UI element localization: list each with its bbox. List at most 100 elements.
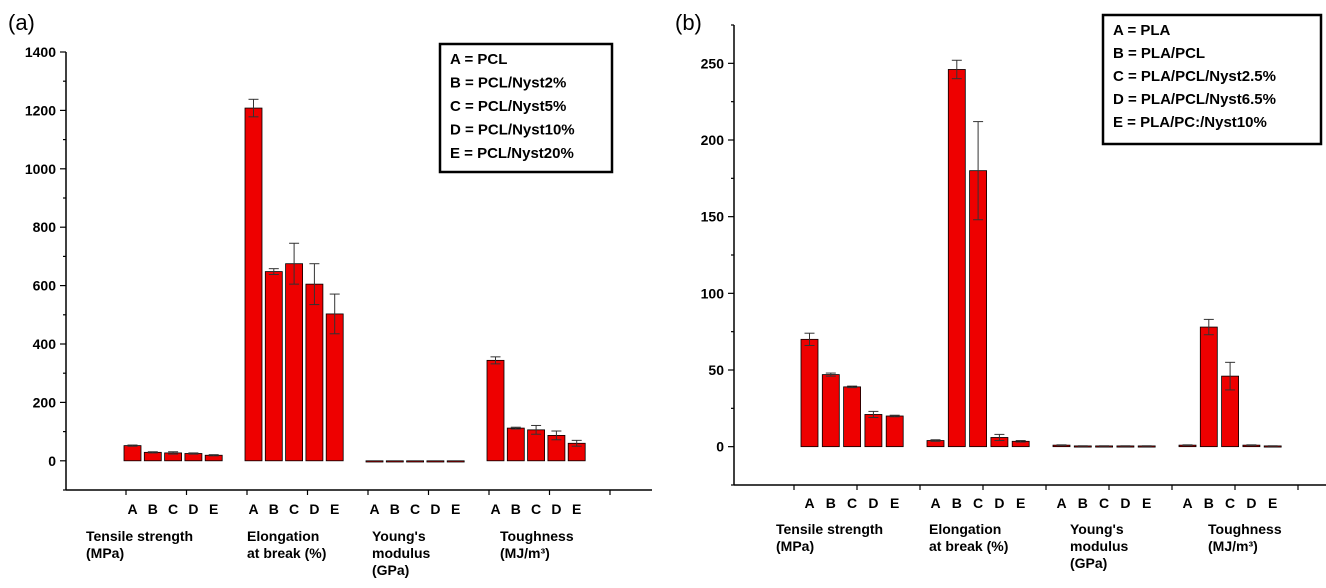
x-group-label: Toughness (MJ/m³) — [1208, 521, 1282, 554]
x-group-label-line: Tensile strength — [86, 528, 193, 544]
x-sublabel: A — [248, 501, 258, 517]
x-group-label-line: (MPa) — [776, 538, 814, 554]
bar — [285, 263, 304, 462]
x-sublabel: D — [1246, 495, 1256, 511]
x-sublabel: B — [1078, 495, 1088, 511]
x-sublabel: C — [289, 501, 299, 517]
legend-entry: A = PCL — [450, 51, 507, 68]
legend-entry: E = PLA/PC:/Nyst10% — [1113, 114, 1267, 131]
x-sublabel: D — [994, 495, 1004, 511]
x-group-label-line: (GPa) — [372, 562, 409, 578]
panel-label: (b) — [675, 10, 702, 35]
x-sublabel: D — [309, 501, 319, 517]
bar — [446, 460, 465, 463]
x-group-label: Elongation at break (%) — [247, 528, 326, 561]
x-sublabel: E — [890, 495, 899, 511]
x-sublabel: D — [430, 501, 440, 517]
bar — [365, 460, 384, 463]
x-group-label-line: Toughness — [500, 528, 574, 544]
x-sublabel: E — [1268, 495, 1277, 511]
x-sublabel: A — [369, 501, 379, 517]
legend-entry: C = PCL/Nyst5% — [450, 98, 566, 115]
bar — [406, 460, 425, 463]
x-group-label-line: (MJ/m³) — [500, 545, 550, 561]
x-group-label-line: (MJ/m³) — [1208, 538, 1258, 554]
x-group-label: Toughness (MJ/m³) — [500, 528, 574, 561]
x-sublabel: B — [952, 495, 962, 511]
x-sublabel: D — [1120, 495, 1130, 511]
bar — [123, 445, 142, 462]
x-sublabel: A — [127, 501, 137, 517]
x-group-label-line: (GPa) — [1070, 555, 1107, 571]
x-group-label-line: Young's — [1070, 521, 1124, 537]
x-group-label-line: Elongation — [929, 521, 1001, 537]
bar — [864, 414, 883, 448]
x-sublabel: A — [804, 495, 814, 511]
x-sublabel: B — [269, 501, 279, 517]
x-sublabel: B — [148, 501, 158, 517]
x-group-label: Tensile strength (MPa) — [776, 521, 883, 554]
x-sublabel: A — [1182, 495, 1192, 511]
x-group-label-line: Tensile strength — [776, 521, 883, 537]
y-tick-label: 200 — [701, 132, 725, 148]
bar — [800, 338, 819, 448]
x-sublabel: A — [490, 501, 500, 517]
x-sublabel: E — [451, 501, 460, 517]
y-tick-label: 400 — [33, 336, 57, 352]
x-sublabel: B — [390, 501, 400, 517]
x-group-label-line: at break (%) — [247, 545, 326, 561]
legend-entry: C = PLA/PCL/Nyst2.5% — [1113, 68, 1276, 85]
x-sublabel: E — [330, 501, 339, 517]
x-sublabel: A — [1056, 495, 1066, 511]
legend-box — [438, 42, 614, 174]
x-group-label: Young's modulus (GPa) — [1070, 521, 1129, 571]
x-group-label-line: at break (%) — [929, 538, 1008, 554]
x-group-label-line: Young's — [372, 528, 426, 544]
x-sublabel: C — [410, 501, 420, 517]
y-tick-label: 100 — [701, 285, 725, 301]
y-tick-label: 1400 — [25, 44, 56, 60]
x-sublabel: B — [826, 495, 836, 511]
x-group-label-line: modulus — [1070, 538, 1129, 554]
x-sublabel: B — [1204, 495, 1214, 511]
y-tick-label: 150 — [701, 209, 725, 225]
legend-entry: B = PLA/PCL — [1113, 45, 1205, 62]
legend-entry: D = PCL/Nyst10% — [450, 122, 575, 139]
x-group-label: Young's modulus (GPa) — [372, 528, 431, 578]
x-sublabel: C — [1099, 495, 1109, 511]
y-tick-label: 800 — [33, 219, 57, 235]
x-sublabel: D — [551, 501, 561, 517]
x-sublabel: D — [868, 495, 878, 511]
x-group-label-line: modulus — [372, 545, 431, 561]
bar — [184, 453, 203, 462]
bar — [821, 374, 840, 448]
panel-label: (a) — [8, 10, 35, 35]
legend-entry: D = PLA/PCL/Nyst6.5% — [1113, 91, 1276, 108]
x-sublabel: E — [1016, 495, 1025, 511]
y-tick-label: 200 — [33, 394, 57, 410]
legend-entry: E = PCL/Nyst20% — [450, 145, 574, 162]
y-tick-label: 1200 — [25, 102, 56, 118]
bar — [143, 451, 162, 462]
y-tick-label: 600 — [33, 278, 57, 294]
bar — [1199, 326, 1218, 448]
legend: A = PCL B = PCL/Nyst2% C = PCL/Nyst5% D = P… — [438, 42, 614, 174]
y-tick-label: 0 — [48, 453, 56, 469]
x-group-label-line: (MPa) — [86, 545, 124, 561]
x-sublabel: C — [1225, 495, 1235, 511]
x-sublabel: E — [1142, 495, 1151, 511]
x-sublabel: C — [847, 495, 857, 511]
x-sublabel: C — [973, 495, 983, 511]
bar — [506, 427, 525, 462]
x-sublabel: B — [511, 501, 521, 517]
x-sublabel: A — [930, 495, 940, 511]
x-sublabel: C — [531, 501, 541, 517]
bar — [947, 69, 966, 448]
legend-entry: A = PLA — [1113, 22, 1171, 39]
bar — [885, 415, 904, 448]
bar — [385, 460, 404, 463]
bar — [305, 283, 324, 462]
